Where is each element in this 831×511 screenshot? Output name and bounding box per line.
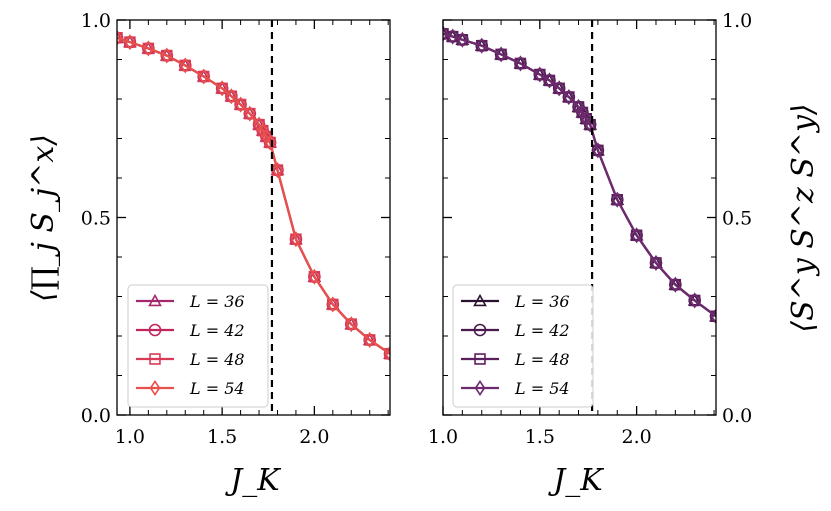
- series-line-0: [443, 32, 716, 318]
- legend-label: L = 42: [189, 321, 245, 340]
- series-line-2: [443, 32, 716, 318]
- svg-text:J_K: J_K: [547, 463, 604, 498]
- x-tick-label: 1.0: [428, 426, 458, 448]
- legend-marker: [473, 323, 487, 337]
- data-point: [710, 308, 716, 325]
- data-point: [309, 268, 320, 285]
- data-point: [592, 142, 604, 159]
- data-point: [534, 66, 546, 83]
- data-point: [244, 105, 256, 122]
- svg-text:J_K: J_K: [224, 463, 281, 498]
- y-tick-label: 0.0: [722, 405, 752, 427]
- data-point: [631, 227, 642, 244]
- y-tick-label: 1.0: [722, 10, 752, 32]
- legend-label: L = 42: [514, 321, 570, 340]
- data-point: [709, 309, 716, 322]
- data-point: [443, 26, 450, 40]
- legend: L = 36 L = 42 L = 48 L = 54: [452, 284, 594, 408]
- data-point: [364, 331, 376, 348]
- data-point: [161, 47, 173, 64]
- data-point: [117, 30, 124, 43]
- left-panel: ⟨∏_j S_j^x⟩ J_K 1.0 1.5 2.0 0.0 0.5 1.0 L = 36…: [26, 10, 391, 498]
- data-point: [611, 191, 623, 208]
- data-point: [689, 292, 701, 309]
- x-tick-label: 2.0: [299, 426, 329, 448]
- series-line-3: [443, 32, 716, 318]
- y-tick-label: 0.5: [722, 208, 752, 230]
- legend-label: L = 48: [189, 350, 245, 369]
- series-line-1: [443, 32, 716, 318]
- plot-area: [443, 25, 716, 325]
- legend-label: L = 48: [514, 350, 570, 369]
- data-point: [235, 96, 246, 113]
- legend-label: L = 36: [189, 292, 245, 311]
- svg-text:⟨∏_j S_j^x⟩: ⟨∏_j S_j^x⟩: [26, 134, 61, 302]
- data-point: [443, 25, 449, 42]
- legend-marker: [149, 353, 161, 365]
- svg-text:⟨S^y S^z S^y⟩: ⟨S^y S^z S^y⟩: [786, 103, 821, 332]
- data-point: [142, 40, 154, 57]
- y-tick-label: 0.0: [81, 405, 111, 427]
- data-point: [327, 296, 339, 313]
- left-x-axis-label: J_K: [224, 463, 281, 498]
- data-point: [117, 29, 123, 46]
- data-point: [476, 37, 488, 54]
- legend-label: L = 54: [189, 379, 245, 398]
- data-point: [650, 254, 662, 271]
- data-point: [226, 88, 237, 105]
- data-point: [216, 80, 228, 97]
- legend: L = 36 L = 42 L = 48 L = 54: [127, 284, 269, 408]
- data-point: [457, 31, 468, 48]
- left-y-axis-label: ⟨∏_j S_j^x⟩: [26, 134, 61, 302]
- data-point: [272, 162, 283, 179]
- data-point: [384, 345, 390, 362]
- series-line-3: [117, 36, 390, 355]
- plot-area: [117, 29, 390, 362]
- legend-box: [452, 284, 594, 408]
- data-point: [198, 68, 210, 85]
- data-point: [179, 57, 191, 74]
- data-point: [544, 72, 555, 89]
- data-point: [553, 80, 565, 97]
- legend-marker: [149, 379, 161, 397]
- data-point: [515, 55, 526, 72]
- y-tick-label: 1.0: [81, 10, 111, 32]
- x-tick-label: 1.5: [525, 426, 555, 448]
- right-x-axis-label: J_K: [547, 463, 604, 498]
- right-panel: ⟨S^y S^z S^y⟩ J_K 1.0 1.5 2.0 0.0 0.5 1.0 L = …: [428, 10, 821, 498]
- data-point: [563, 88, 575, 106]
- data-point: [447, 28, 459, 45]
- data-point: [669, 276, 681, 293]
- y-tick-label: 0.5: [81, 208, 111, 230]
- right-y-axis-label: ⟨S^y S^z S^y⟩: [786, 103, 821, 332]
- legend-marker: [473, 293, 487, 307]
- x-tick-label: 1.0: [115, 426, 145, 448]
- legend-marker: [474, 379, 486, 397]
- legend-label: L = 36: [514, 292, 570, 311]
- data-point: [495, 46, 507, 63]
- legend-marker: [474, 353, 486, 365]
- data-point: [345, 316, 357, 333]
- x-tick-label: 2.0: [622, 426, 652, 448]
- legend-marker: [148, 323, 162, 337]
- legend-marker: [148, 293, 162, 307]
- data-point: [124, 34, 136, 51]
- data-point: [290, 231, 302, 248]
- legend-label: L = 54: [514, 379, 570, 398]
- legend-box: [127, 284, 269, 408]
- x-tick-label: 1.5: [207, 426, 237, 448]
